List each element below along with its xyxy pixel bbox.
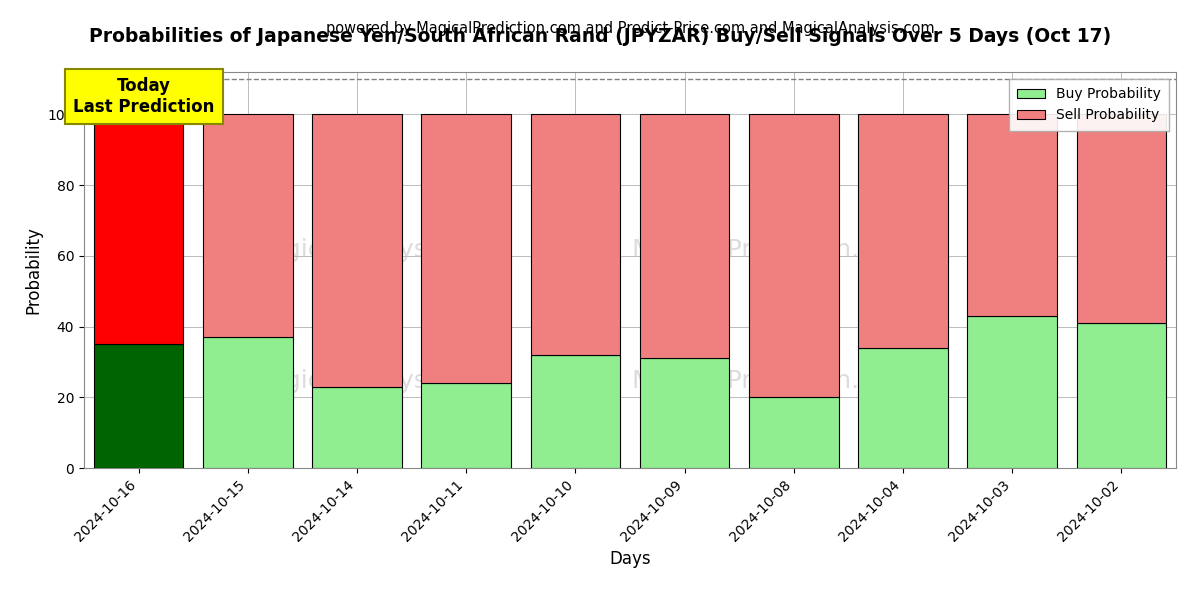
Text: Probabilities of Japanese Yen/South African Rand (JPYZAR) Buy/Sell Signals Over : Probabilities of Japanese Yen/South Afri… (89, 27, 1111, 46)
Bar (203, 115, 293, 337)
Text: MagicalAnalysis.com: MagicalAnalysis.com (248, 238, 509, 262)
Bar (1076, 115, 1166, 323)
Bar (967, 316, 1057, 468)
X-axis label: Days: Days (610, 550, 650, 568)
Bar (640, 358, 730, 468)
Bar (749, 397, 839, 468)
Text: MagicalPrediction.com: MagicalPrediction.com (631, 238, 913, 262)
Bar (421, 115, 511, 383)
Bar (312, 115, 402, 386)
Bar (858, 348, 948, 468)
Bar (94, 115, 184, 344)
Bar (530, 115, 620, 355)
Text: MagicalPrediction.com: MagicalPrediction.com (631, 369, 913, 393)
Bar (312, 386, 402, 468)
Text: MagicalAnalysis.com: MagicalAnalysis.com (248, 369, 509, 393)
Bar (530, 355, 620, 468)
Bar (421, 383, 511, 468)
Bar (967, 115, 1057, 316)
Text: Today
Last Prediction: Today Last Prediction (73, 77, 215, 116)
Y-axis label: Probability: Probability (24, 226, 42, 314)
Bar (1076, 323, 1166, 468)
Bar (203, 337, 293, 468)
Title: powered by MagicalPrediction.com and Predict-Price.com and MagicalAnalysis.com: powered by MagicalPrediction.com and Pre… (325, 21, 935, 36)
Bar (94, 344, 184, 468)
Bar (749, 115, 839, 397)
Legend: Buy Probability, Sell Probability: Buy Probability, Sell Probability (1009, 79, 1169, 131)
Bar (858, 115, 948, 348)
Bar (640, 115, 730, 358)
